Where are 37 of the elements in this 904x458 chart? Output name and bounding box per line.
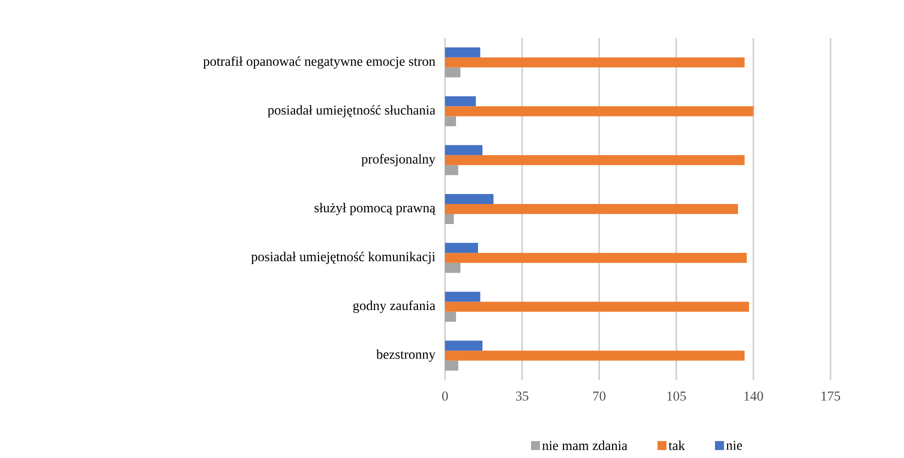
x-tick-label: 0 (442, 392, 448, 401)
bar (445, 116, 456, 126)
y-tick-label: służył pomocą prawną (314, 202, 436, 216)
y-tick-label: bezstronny (376, 349, 436, 362)
y-tick-label: posiadał umiejętność słuchania (268, 105, 436, 118)
y-tick-label: posiadał umiejętność komunikacji (251, 252, 436, 264)
y-tick-label: godny zaufania (353, 300, 436, 313)
y-tick-label: potrafił opanować negatywne emocje stron (203, 56, 436, 69)
x-tick-label: 140 (744, 392, 764, 401)
x-tick-label: 175 (822, 392, 840, 401)
bar (445, 252, 747, 263)
bar (445, 96, 476, 106)
bar (445, 262, 460, 273)
x-tick-label: 35 (516, 392, 528, 401)
bar (445, 57, 745, 68)
legend-label: nie (726, 440, 742, 450)
bar (445, 340, 482, 351)
x-tick-label: 105 (667, 392, 686, 401)
bar (445, 242, 478, 253)
bar (445, 165, 458, 176)
bar (445, 67, 460, 78)
bar (445, 312, 456, 322)
bar (445, 194, 494, 204)
legend-label: nie mam zdania (542, 440, 628, 450)
bar (445, 155, 745, 166)
y-tick-label: profesjonalny (361, 154, 436, 166)
bar (445, 47, 480, 58)
bar (445, 292, 480, 302)
legend-label: tak (668, 440, 685, 450)
x-tick-label: 70 (593, 392, 606, 401)
bar (445, 302, 749, 312)
bar (445, 214, 454, 224)
bar (445, 204, 738, 214)
bar (445, 145, 482, 156)
bar (445, 360, 458, 371)
bar (445, 106, 754, 116)
bar (445, 350, 745, 361)
